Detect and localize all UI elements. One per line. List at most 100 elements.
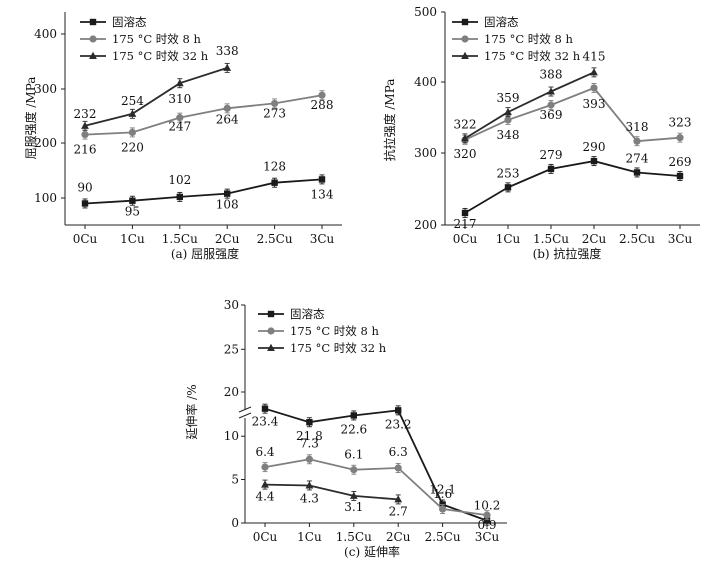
- data-point-a-1: [271, 99, 279, 108]
- data-point-c-1: [261, 463, 269, 471]
- x-tick-label-a: 2.5Cu: [257, 232, 293, 246]
- data-label-b-2: 359: [497, 91, 520, 105]
- legend-b: 固溶态 175 °C 时效 8 h 175 °C 时效 32 h: [452, 15, 581, 63]
- y-tick-label-c: 30: [224, 298, 239, 312]
- data-point-c-2: [261, 480, 269, 488]
- y-axis-label-b: 抗拉强度 /MPa: [382, 79, 397, 162]
- data-label-a-0: 134: [311, 187, 334, 201]
- y-tick-label-a: 200: [34, 136, 57, 150]
- data-point-b-2: [547, 87, 555, 95]
- data-point-c-1: [439, 505, 447, 513]
- data-label-a-1: 264: [216, 112, 239, 126]
- data-point-a-1: [128, 128, 136, 136]
- data-label-a-2: 310: [168, 92, 191, 106]
- data-label-c-0: 23.2: [385, 417, 412, 431]
- data-point-c-2: [305, 481, 314, 489]
- legend-marker-c: [267, 343, 275, 351]
- data-label-b-1: 323: [669, 116, 692, 130]
- data-point-c-0: [350, 412, 357, 419]
- data-point-a-0: [271, 179, 278, 186]
- data-point-a-0: [81, 200, 89, 207]
- data-label-a-0: 102: [168, 173, 191, 187]
- data-point-a-1: [81, 130, 89, 139]
- y-tick-label-a: 100: [34, 191, 57, 205]
- legend-marker-a: [89, 35, 97, 43]
- y-axis-label-a: 屈服强度 /MPa: [23, 77, 38, 160]
- y-tick-label-b: 200: [414, 218, 437, 232]
- data-point-b-2: [590, 68, 598, 76]
- data-label-b-2: 415: [583, 49, 606, 63]
- data-label-b-1: 369: [540, 108, 563, 122]
- legend-entry-a: 175 °C 时效 8 h: [112, 32, 201, 46]
- x-tick-label-b: 1.5Cu: [533, 232, 569, 246]
- data-label-a-0: 128: [263, 160, 286, 174]
- data-label-c-0: 23.4: [252, 415, 279, 429]
- data-label-c-2: 4.3: [300, 491, 319, 505]
- y-tick-label-a: 300: [34, 82, 57, 96]
- x-tick-label-a: 2Cu: [215, 232, 240, 246]
- data-label-b-1: 320: [454, 147, 477, 161]
- data-point-c-0: [395, 407, 402, 414]
- data-label-a-2: 254: [121, 94, 144, 108]
- data-label-a-1: 247: [168, 120, 191, 134]
- data-label-c-2: 4.4: [255, 490, 274, 504]
- data-label-c-1: 6.1: [344, 448, 363, 462]
- y-tick-label-b: 500: [414, 5, 437, 19]
- data-label-a-1: 216: [74, 143, 97, 157]
- data-label-b-1: 393: [583, 97, 606, 111]
- data-point-b-1: [504, 116, 512, 124]
- data-label-c-0: 21.8: [296, 429, 323, 443]
- series-line-b-0: [464, 160, 681, 214]
- x-tick-label-c: 2Cu: [386, 530, 411, 544]
- axis-break-mark: [238, 406, 252, 413]
- data-point-a-1: [176, 114, 184, 122]
- data-point-b-0: [547, 165, 555, 173]
- data-point-a-2: [175, 79, 184, 87]
- data-label-a-0: 90: [77, 180, 92, 194]
- data-label-b-1: 348: [497, 128, 520, 142]
- legend-c: 固溶态 175 °C 时效 8 h 175 °C 时效 32 h: [258, 307, 387, 355]
- x-tick-label-c: 1.5Cu: [336, 530, 372, 544]
- data-point-b-1: [633, 137, 641, 145]
- data-point-a-1: [223, 104, 231, 112]
- legend-marker-b: [461, 51, 469, 59]
- x-tick-label-c: 2.5Cu: [425, 530, 461, 544]
- y-tick-label-b: 300: [414, 146, 437, 160]
- legend-entry-c: 175 °C 时效 8 h: [290, 324, 379, 338]
- series-line-a-2: [84, 67, 228, 127]
- data-point-a-2: [81, 121, 89, 129]
- data-label-a-2: 338: [216, 44, 239, 58]
- data-label-c-2: 2.7: [389, 504, 408, 518]
- data-point-b-1: [676, 134, 684, 142]
- data-label-c-1: 6.4: [255, 445, 274, 459]
- data-point-c-1: [394, 464, 402, 472]
- y-tick-label-c: 10: [224, 429, 239, 443]
- data-label-b-0: 290: [583, 140, 606, 154]
- data-point-c-1: [305, 455, 313, 463]
- series-line-c-0: [264, 407, 488, 522]
- data-label-a-0: 108: [216, 198, 239, 212]
- data-point-a-0: [176, 193, 183, 201]
- data-point-c-2: [394, 495, 403, 503]
- data-label-c-0: 10.2: [474, 499, 501, 513]
- legend-marker-b: [461, 35, 469, 43]
- legend-marker-a: [89, 51, 97, 59]
- panel-a: 100 200 300 400 0Cu 1Cu 1.5Cu 2Cu 2.5Cu 3Cu 屈服强度 /…: [23, 12, 342, 261]
- legend-entry-c: 固溶态: [290, 307, 325, 321]
- data-label-b-2: 388: [540, 68, 563, 82]
- data-label-c-0: 12.1: [429, 482, 456, 496]
- x-tick-label-a: 1Cu: [120, 232, 145, 246]
- panel-b: 200 300 400 500 0Cu 1Cu 1.5Cu 2Cu 2.5Cu 3Cu 抗拉强度 /…: [382, 5, 700, 261]
- data-point-c-2: [349, 491, 358, 499]
- data-point-c-1: [483, 511, 491, 519]
- data-label-b-0: 217: [454, 217, 477, 231]
- data-point-a-0: [318, 176, 326, 183]
- data-point-a-0: [129, 197, 136, 204]
- data-label-c-1: 1.6: [433, 487, 452, 501]
- x-tick-label-c: 1Cu: [297, 530, 322, 544]
- caption-b: (b) 抗拉强度: [533, 246, 602, 261]
- data-label-b-2: 322: [454, 117, 477, 131]
- x-tick-label-b: 2Cu: [582, 232, 607, 246]
- axis-break-mark: [238, 412, 252, 419]
- data-point-b-2: [461, 134, 469, 142]
